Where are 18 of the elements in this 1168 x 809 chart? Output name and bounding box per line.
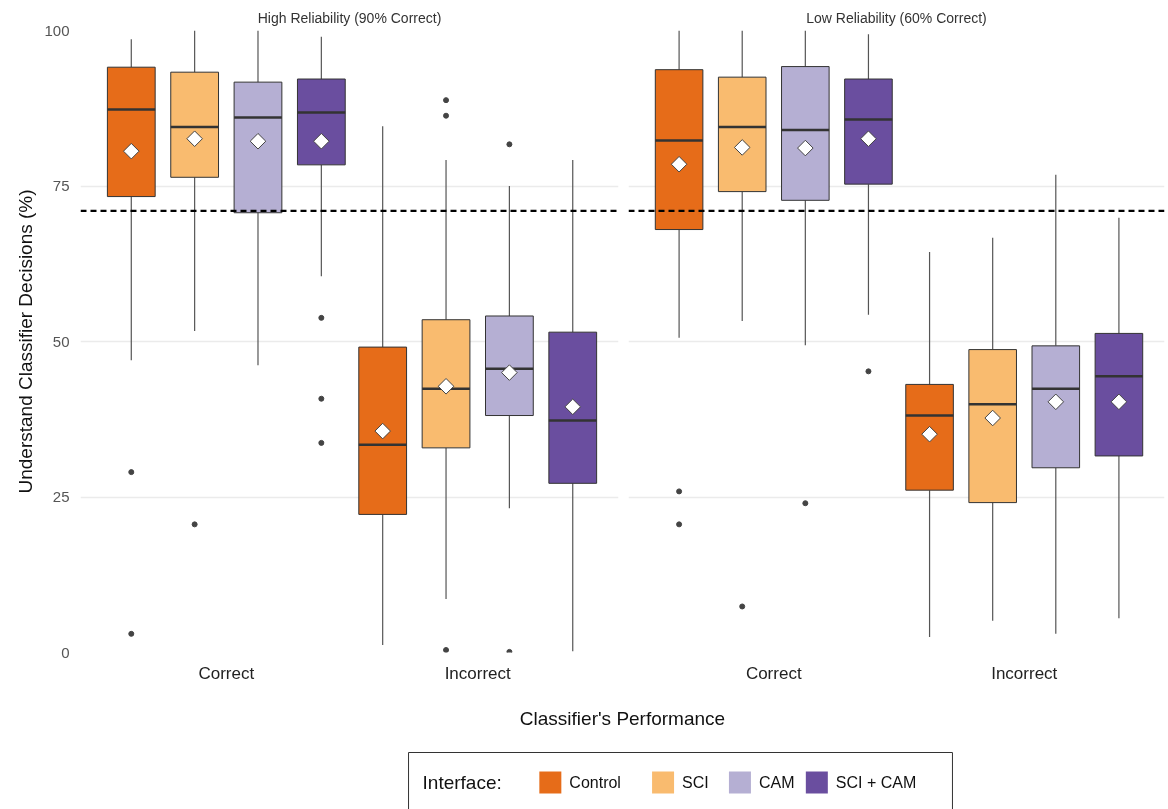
y-axis-title: Understand Classifier Decisions (%) (15, 189, 37, 494)
legend-title: Interface: (422, 772, 502, 793)
legend-label: Control (569, 774, 621, 791)
y-tick-label: 75 (52, 177, 70, 194)
chart-title: Low Reliability (60% Correct) (806, 9, 987, 26)
x-tick-label: Correct (745, 663, 802, 683)
legend-label: SCI (682, 774, 709, 791)
x-tick-label: Incorrect (444, 663, 512, 683)
legend-label: CAM (758, 774, 795, 791)
legend-label: SCI + CAM (835, 774, 917, 791)
y-tick-label: 25 (52, 488, 70, 505)
chart-title: High Reliability (90% Correct) (257, 9, 442, 26)
x-tick-label: Incorrect (991, 663, 1058, 683)
y-tick-label: 0 (61, 643, 70, 661)
x-axis-title: Classifier's Performance (519, 708, 726, 729)
x-tick-label: Correct (198, 663, 255, 683)
y-tick-label: 100 (44, 21, 70, 39)
y-tick-label: 50 (52, 332, 70, 350)
